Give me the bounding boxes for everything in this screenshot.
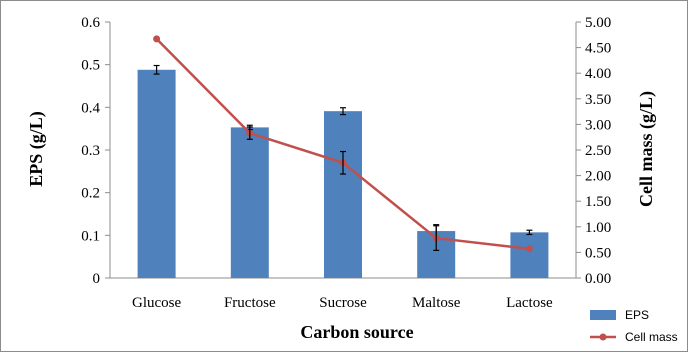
x-tick-label: Lactose <box>506 295 553 311</box>
x-axis-ticks: Glucose Fructose Sucrose Maltose Lactose <box>132 295 553 311</box>
cell-mass-point <box>153 35 161 43</box>
legend-cell-mass-marker <box>599 333 607 341</box>
y-tick-label: 0.2 <box>81 186 100 202</box>
x-tick-label: Maltose <box>412 295 461 311</box>
x-tick-label: Sucrose <box>319 295 367 311</box>
legend: EPS Cell mass <box>590 308 678 344</box>
eps-bar <box>324 111 362 278</box>
y2-tick-label: 4.00 <box>585 66 611 82</box>
y-tick-label: 0.1 <box>81 228 100 244</box>
legend-cell-mass-label: Cell mass <box>625 330 678 344</box>
y-tick-label: 0.6 <box>81 15 100 31</box>
y-axis-ticks: 0 0.1 0.2 0.3 0.4 0.5 0.6 <box>81 15 110 287</box>
y-tick-label: 0.5 <box>81 58 100 74</box>
y2-tick-label: 1.50 <box>585 194 611 210</box>
y2-axis-ticks: 0.00 0.50 1.00 1.50 2.00 2.50 3.00 3.50 4.00 4.50… <box>576 15 611 287</box>
y2-axis-title: Cell mass (g/L) <box>636 91 657 207</box>
legend-eps-swatch <box>590 310 616 320</box>
y2-tick-label: 1.00 <box>585 220 611 236</box>
eps-bars <box>137 69 549 279</box>
y2-tick-label: 0.00 <box>585 271 611 287</box>
x-tick-label: Glucose <box>132 295 181 311</box>
y2-tick-label: 3.00 <box>585 117 611 133</box>
x-tick-label: Fructose <box>224 295 276 311</box>
eps-bar <box>230 127 269 279</box>
y2-tick-label: 0.50 <box>585 245 611 261</box>
y-axis-title: EPS (g/L) <box>26 111 47 187</box>
y-tick-label: 0 <box>93 271 101 287</box>
y2-tick-label: 5.00 <box>585 15 611 31</box>
y2-tick-label: 2.50 <box>585 143 611 159</box>
y2-tick-label: 2.00 <box>585 169 611 185</box>
cell-mass-point <box>525 245 533 253</box>
eps-bar <box>137 69 176 278</box>
legend-eps-label: EPS <box>625 308 649 322</box>
eps-bar <box>510 232 549 278</box>
x-axis-title: Carbon source <box>300 322 413 342</box>
y2-tick-label: 4.50 <box>585 41 611 57</box>
y-tick-label: 0.3 <box>81 143 100 159</box>
y-tick-label: 0.4 <box>81 100 100 116</box>
cell-mass-error-bars <box>246 126 440 251</box>
y2-tick-label: 3.50 <box>585 92 611 108</box>
